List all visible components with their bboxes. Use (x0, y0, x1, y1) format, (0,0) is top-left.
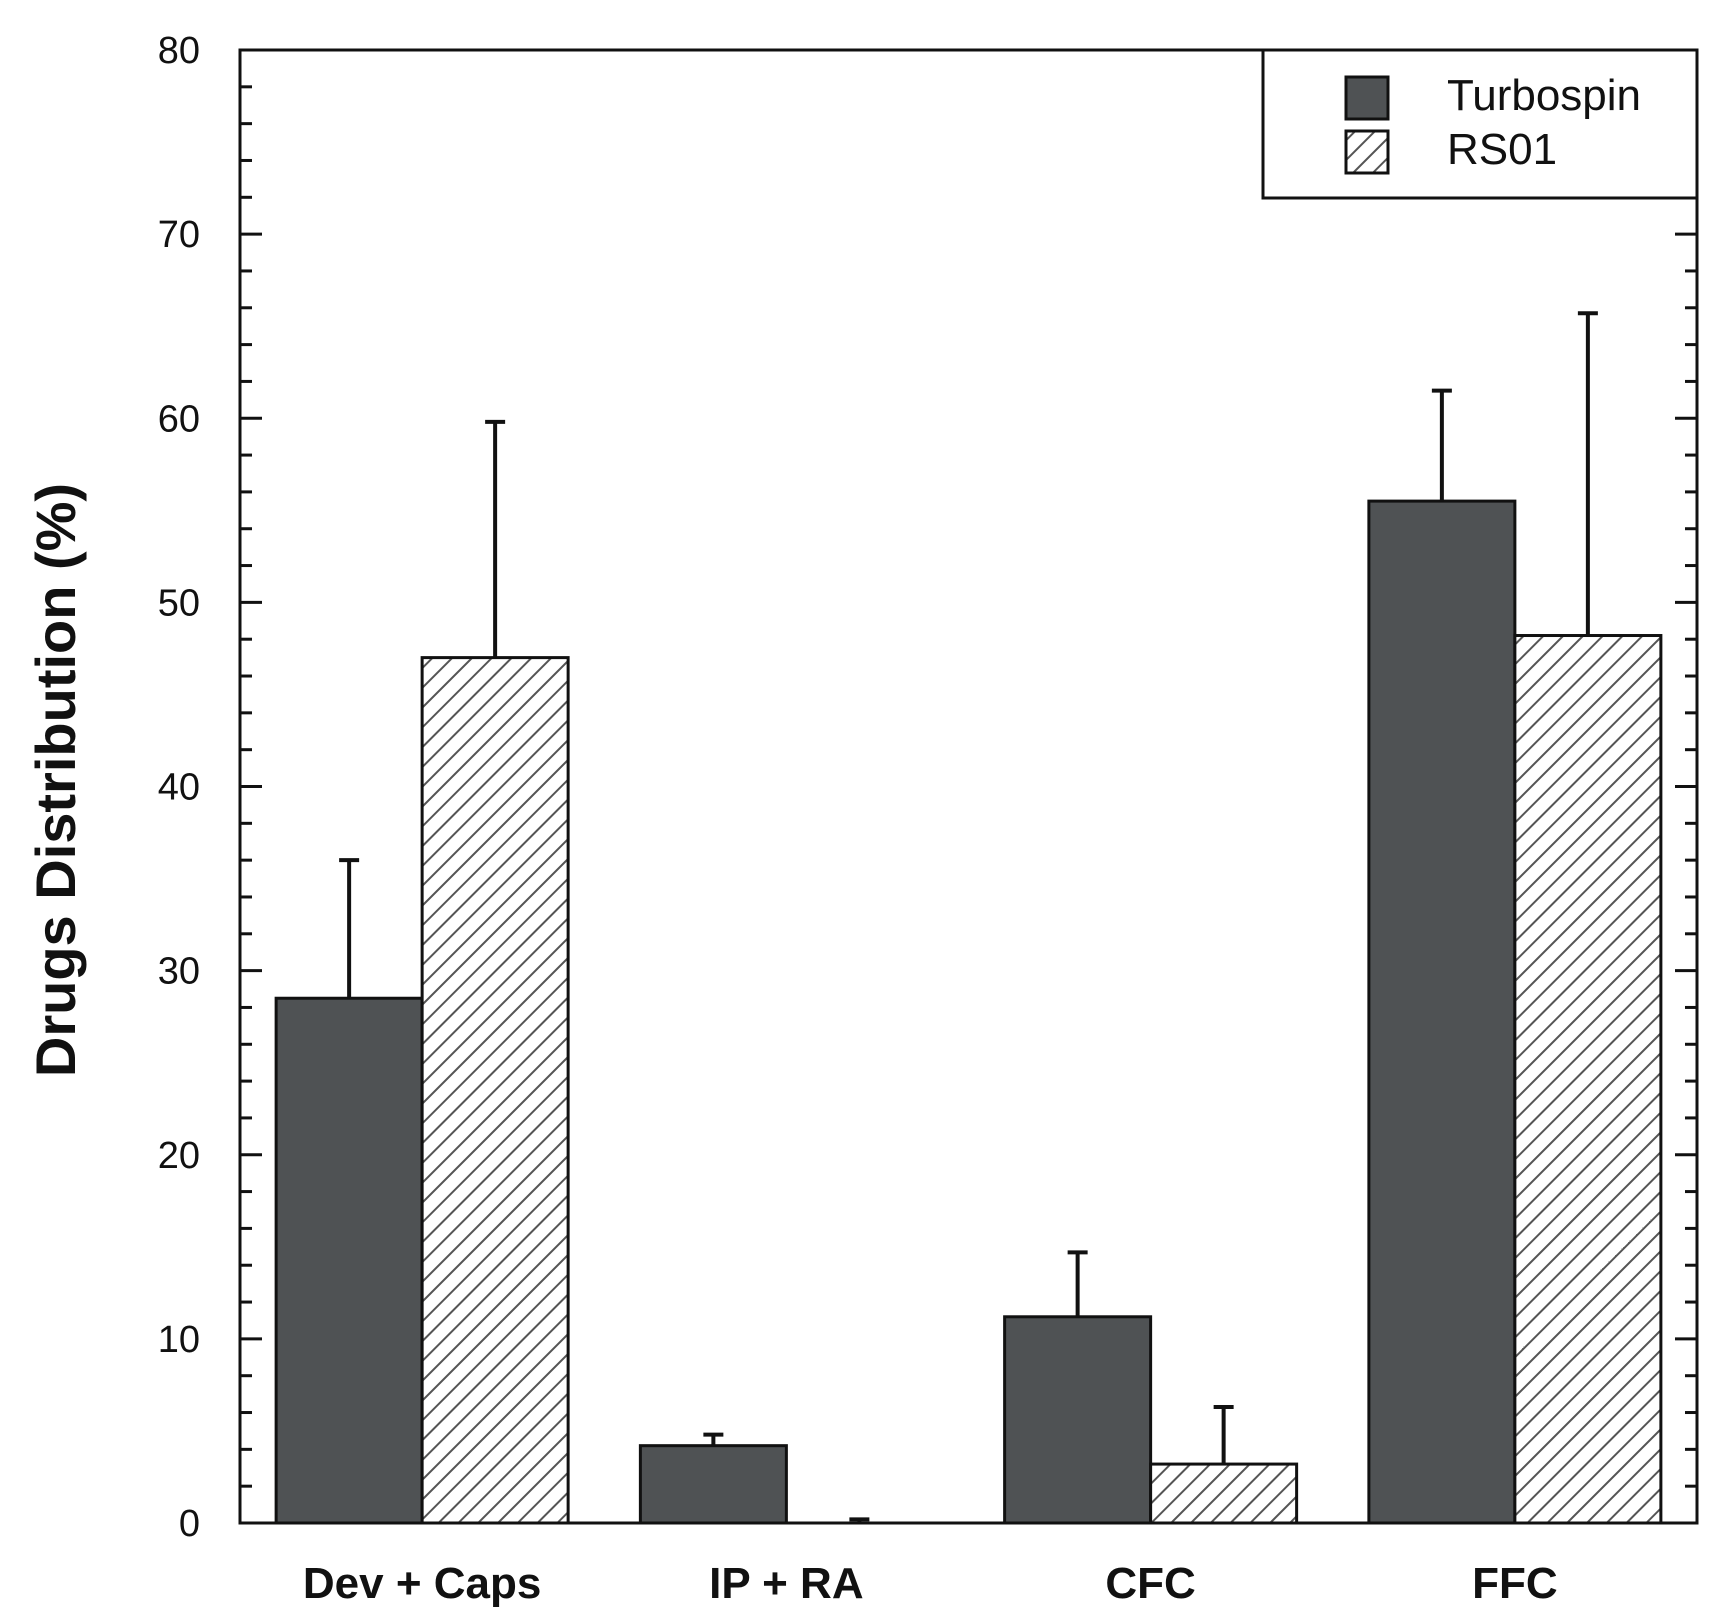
bar-turbospin (1367, 499, 1517, 1525)
bar-turbospin (1003, 1315, 1153, 1525)
bar-turbospin (638, 1444, 788, 1525)
bar-rs01 (420, 656, 570, 1525)
x-tick-label: IP + RA (709, 1559, 863, 1608)
x-axis-labels: Dev + Caps IP + RA CFC FFC (303, 1559, 1558, 1608)
legend-label-turbospin: Turbospin (1447, 71, 1641, 120)
legend-swatch-rs01 (1344, 129, 1390, 175)
x-tick-label: Dev + Caps (303, 1559, 541, 1608)
y-tick-label: 60 (158, 398, 200, 440)
x-tick-label: CFC (1105, 1559, 1195, 1608)
legend-swatch-turbospin (1344, 75, 1390, 121)
y-axis-title: Drugs Distribution (%) (24, 483, 87, 1077)
y-tick-label: 30 (158, 951, 200, 993)
y-tick-label: 10 (158, 1319, 200, 1361)
legend-label-rs01: RS01 (1447, 125, 1557, 174)
bar-rs01 (1513, 634, 1663, 1525)
y-tick-label: 0 (179, 1503, 200, 1545)
bar-turbospin (274, 996, 424, 1525)
x-tick-label: FFC (1472, 1559, 1558, 1608)
legend: Turbospin RS01 (1261, 48, 1699, 200)
y-tick-label: 70 (158, 214, 200, 256)
bars-layer (274, 499, 1663, 1525)
plot-frame (238, 48, 1699, 1525)
y-tick-label: 80 (158, 30, 200, 72)
legend-box (1261, 48, 1699, 200)
y-axis-ticks: 0 10 20 30 40 50 60 70 80 (158, 30, 1697, 1545)
y-tick-label: 40 (158, 767, 200, 809)
y-tick-label: 20 (158, 1135, 200, 1177)
bar-rs01 (1149, 1462, 1299, 1525)
error-bars-layer (339, 311, 1598, 1523)
y-tick-label: 50 (158, 582, 200, 624)
